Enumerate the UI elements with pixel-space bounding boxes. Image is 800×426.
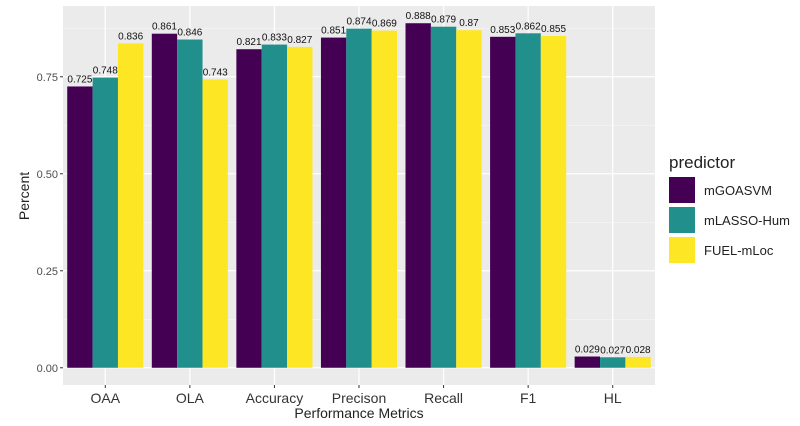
data-label: 0.027 xyxy=(600,345,625,356)
x-tick-label: HL xyxy=(604,390,622,406)
x-axis-ticks: OAA OLA Accuracy Precison Recall F1 HL xyxy=(90,385,622,406)
data-label: 0.028 xyxy=(626,345,651,356)
data-label: 0.821 xyxy=(237,37,262,48)
x-tick-label: Precison xyxy=(332,390,386,406)
data-label: 0.743 xyxy=(203,67,228,78)
data-label: 0.862 xyxy=(516,21,541,32)
legend-label: FUEL-mLoc xyxy=(704,243,774,258)
bar xyxy=(625,356,651,368)
data-label: 0.87 xyxy=(459,18,479,29)
legend-key xyxy=(669,237,695,263)
bar xyxy=(490,36,516,368)
bar xyxy=(117,43,144,368)
y-tick-label: 0.50 xyxy=(37,169,58,181)
bar xyxy=(261,44,288,368)
data-label: 0.861 xyxy=(152,22,177,33)
data-label: 0.851 xyxy=(321,26,346,37)
legend-label: mLASSO-Hum xyxy=(704,213,790,228)
bar xyxy=(287,46,313,368)
legend-key xyxy=(669,207,695,233)
data-label: 0.888 xyxy=(406,11,431,22)
data-label: 0.836 xyxy=(118,31,143,42)
legend-label: mGOASVM xyxy=(704,183,772,198)
bars xyxy=(67,23,651,368)
bar xyxy=(92,77,118,368)
bar xyxy=(202,79,228,368)
bar xyxy=(600,357,626,368)
data-label: 0.874 xyxy=(346,17,371,28)
x-tick-label: OLA xyxy=(176,390,205,406)
bar xyxy=(371,30,398,368)
y-axis-ticks: 0.00 0.25 0.50 0.75 xyxy=(37,72,63,375)
y-axis-title: Percent xyxy=(16,172,32,220)
legend-key xyxy=(669,177,695,203)
bar xyxy=(515,33,541,368)
data-label: 0.846 xyxy=(177,28,202,39)
data-label: 0.869 xyxy=(372,19,397,30)
y-tick-label: 0.00 xyxy=(37,363,58,375)
y-tick-label: 0.25 xyxy=(37,266,58,278)
bar xyxy=(346,28,372,368)
bar xyxy=(456,30,482,368)
bar xyxy=(540,36,567,368)
data-label: 0.833 xyxy=(262,33,287,44)
x-tick-label: Recall xyxy=(424,390,463,406)
bar xyxy=(320,37,347,368)
x-tick-label: OAA xyxy=(90,390,120,406)
bar xyxy=(574,356,601,368)
bar xyxy=(151,33,178,368)
data-label: 0.879 xyxy=(431,15,456,26)
bar xyxy=(177,39,203,368)
bar xyxy=(430,26,457,368)
x-axis-title: Performance Metrics xyxy=(294,405,423,421)
x-tick-label: F1 xyxy=(520,390,537,406)
bar xyxy=(405,23,431,368)
bar xyxy=(236,49,262,368)
x-tick-label: Accuracy xyxy=(246,390,304,406)
data-label: 0.827 xyxy=(287,35,312,46)
data-label: 0.725 xyxy=(67,74,92,85)
legend-title: predictor xyxy=(669,153,735,172)
legend: predictor mGOASVM mLASSO-Hum FUEL-mLoc xyxy=(669,153,790,263)
data-label: 0.855 xyxy=(541,24,566,35)
bar xyxy=(67,86,93,368)
data-label: 0.853 xyxy=(490,25,515,36)
data-label: 0.029 xyxy=(575,345,600,356)
y-tick-label: 0.75 xyxy=(37,72,58,84)
data-label: 0.748 xyxy=(93,66,118,77)
